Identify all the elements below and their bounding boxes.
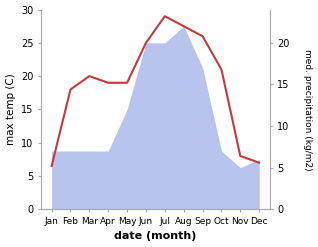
X-axis label: date (month): date (month) [114,231,197,242]
Y-axis label: med. precipitation (kg/m2): med. precipitation (kg/m2) [303,49,313,170]
Y-axis label: max temp (C): max temp (C) [5,74,16,145]
